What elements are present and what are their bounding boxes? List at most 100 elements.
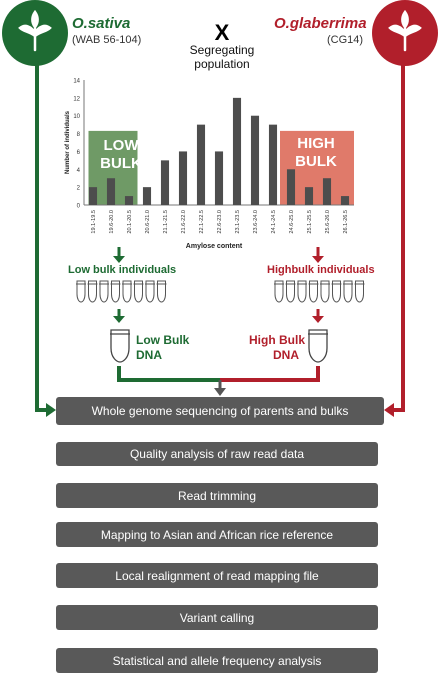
high-bulk-title-1: HIGH xyxy=(297,135,335,152)
step-whole-genome-sequencing: Whole genome sequencing of parents and b… xyxy=(56,397,384,425)
step-statistical-analysis: Statistical and allele frequency analysi… xyxy=(56,648,378,673)
low-bulk-dna-label: Low Bulk DNA xyxy=(136,333,189,363)
sativa-arrowhead xyxy=(46,403,56,417)
sativa-code: (WAB 56-104) xyxy=(72,34,142,46)
low-bulk-dna-line1: Low Bulk xyxy=(136,333,190,347)
glaberrima-logo xyxy=(372,0,438,66)
x-tick-label: 25.6-26.0 xyxy=(325,210,331,234)
high-bulk-arrow-1 xyxy=(312,256,324,263)
high-bulk-dna-label: High Bulk DNA xyxy=(249,333,305,363)
low-dna-merge-line xyxy=(117,366,220,382)
low-bulk-tubes xyxy=(76,280,167,303)
sample-tube xyxy=(343,280,353,303)
x-tick-label: 22.1-22.5 xyxy=(199,210,205,234)
x-tick-label: 20.6-21.0 xyxy=(145,210,151,234)
sample-tube xyxy=(309,280,318,303)
sample-tube xyxy=(145,280,155,303)
bar xyxy=(232,97,242,205)
bar xyxy=(340,196,350,205)
x-tick-label: 24.6-25.0 xyxy=(289,210,295,234)
bar xyxy=(160,160,170,205)
plant-icon xyxy=(18,9,52,52)
high-bulk-dna-tube xyxy=(308,329,328,363)
x-tick-label: 20.1-20.5 xyxy=(127,210,133,234)
sativa-name: O.sativa xyxy=(72,15,131,32)
y-tick-label: 8 xyxy=(77,132,81,138)
x-tick-label: 21.6-22.0 xyxy=(181,210,187,234)
high-bulk-tubes xyxy=(274,280,365,303)
y-tick-label: 6 xyxy=(77,150,81,156)
x-tick-label: 24.1-24.5 xyxy=(271,210,277,234)
step-mapping: Mapping to Asian and African rice refere… xyxy=(56,522,378,547)
bar xyxy=(304,187,314,205)
glaberrima-arrowhead xyxy=(384,403,394,417)
x-tick-label: 19.6-20.0 xyxy=(109,210,115,234)
step-local-realignment: Local realignment of read mapping file xyxy=(56,563,378,588)
high-bulk-dna-line1: High Bulk xyxy=(249,333,305,347)
high-bulk-title-2: BULK xyxy=(295,153,337,170)
bar xyxy=(142,187,152,205)
cross-symbol: X xyxy=(214,20,230,45)
low-bulk-arrow-2 xyxy=(113,316,125,323)
step-read-trimming: Read trimming xyxy=(56,483,378,508)
sample-tube xyxy=(297,280,307,303)
x-tick-label: 23.6-24.0 xyxy=(253,210,259,234)
glaberrima-name: O.glaberrima xyxy=(274,15,367,32)
segregating-population-label: Segregating population xyxy=(189,43,255,71)
bar xyxy=(88,187,98,205)
amylose-histogram: 0 2 4 6 8 10 12 14 19.1-19.5 19.6-20.0 20.1-20.5 20… xyxy=(65,79,354,250)
y-tick-label: 10 xyxy=(73,114,80,120)
sample-tube xyxy=(320,280,330,303)
high-dna-merge-line xyxy=(220,366,320,382)
y-tick-label: 2 xyxy=(77,186,81,192)
low-bulk-title-2: BULK xyxy=(100,155,142,172)
sample-tube xyxy=(274,280,284,303)
bar xyxy=(322,178,332,205)
low-bulk-dna-tube xyxy=(110,329,130,363)
high-bulk-arrow-2 xyxy=(312,316,324,323)
sativa-logo xyxy=(2,0,68,66)
bar xyxy=(196,124,206,205)
sample-tube xyxy=(122,280,132,303)
x-tick-label: 22.6-23.0 xyxy=(217,210,223,234)
merge-arrowhead xyxy=(214,388,226,396)
sample-tube xyxy=(99,280,109,303)
high-bulk-dna-line2: DNA xyxy=(273,348,299,362)
x-tick-label: 23.1-23.5 xyxy=(235,210,241,234)
bar xyxy=(268,124,278,205)
low-bulk-title-1: LOW xyxy=(103,137,139,154)
sample-tube xyxy=(332,280,341,303)
bar xyxy=(286,169,296,205)
low-bulk-individuals-label: Low bulk individuals xyxy=(68,264,177,276)
x-tick-label: 19.1-19.5 xyxy=(91,210,97,234)
bar xyxy=(214,151,224,205)
sample-tube xyxy=(286,280,295,303)
x-tick-label: 21.1-21.5 xyxy=(163,210,169,234)
high-bulk-individuals-label: Highbulk individuals xyxy=(267,264,375,276)
plant-icon xyxy=(388,9,422,52)
y-axis-label: Number of individuals xyxy=(65,110,71,174)
high-bulk-box: HIGH BULK xyxy=(284,127,348,177)
low-bulk-dna-line2: DNA xyxy=(136,348,162,362)
y-tick-label: 4 xyxy=(77,168,81,174)
low-bulk-box: LOW BULK xyxy=(96,127,146,193)
sample-tube xyxy=(76,280,86,303)
x-axis-label: Amylose content xyxy=(186,243,243,250)
bar xyxy=(178,151,188,205)
glaberrima-code: (CG14) xyxy=(327,34,364,46)
sample-tube xyxy=(134,280,143,303)
sample-tube xyxy=(157,280,166,303)
sample-tube xyxy=(88,280,97,303)
step-quality-analysis: Quality analysis of raw read data xyxy=(56,442,378,466)
x-tick-label: 25.1-25.5 xyxy=(307,210,313,234)
y-tick-label: 14 xyxy=(73,79,80,85)
y-tick-label: 0 xyxy=(77,204,81,210)
bar xyxy=(250,115,260,205)
sample-tube xyxy=(355,280,364,303)
bar xyxy=(106,178,116,205)
sample-tube xyxy=(111,280,120,303)
x-tick-label: 26.1-26.5 xyxy=(343,210,349,234)
bar xyxy=(124,196,134,205)
y-tick-label: 12 xyxy=(73,96,80,102)
